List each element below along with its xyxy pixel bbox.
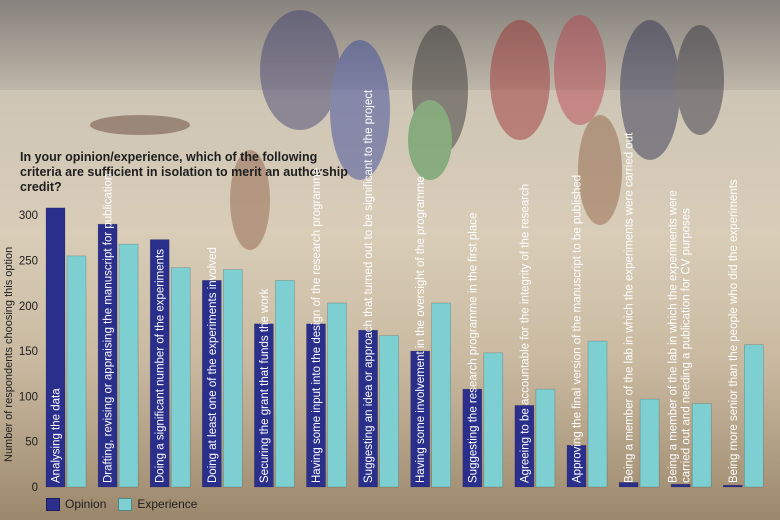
bar-experience-5 <box>327 302 347 488</box>
bar-experience-9 <box>535 388 556 488</box>
bar-opinion-7 <box>410 350 431 488</box>
bar-opinion-5 <box>306 323 326 488</box>
y-axis-label: Number of respondents choosing this opti… <box>3 247 15 462</box>
category-label: Having some input into the design of the… <box>311 168 323 483</box>
bar-experience-6 <box>379 335 399 488</box>
category-label: Agreeing to be accountable for the integ… <box>519 184 531 483</box>
bar-experience-8 <box>483 352 504 488</box>
legend: Opinion Experience <box>46 497 209 511</box>
category-label: Being more senior than the people who di… <box>728 179 740 483</box>
legend-swatch-opinion <box>46 497 60 511</box>
bar-opinion-6 <box>358 329 378 488</box>
bar-opinion-4 <box>254 323 274 488</box>
category-label: Suggesting an idea or approach that turn… <box>363 89 375 483</box>
y-tick-label: 0 <box>32 482 38 494</box>
bar-experience-1 <box>118 243 139 488</box>
category-label: Doing at least one of the experiments in… <box>207 247 219 483</box>
category-label: Securing the grant that funds the work <box>259 288 271 483</box>
legend-item-opinion: Opinion <box>46 497 106 511</box>
category-label: Being a member of the lab in which the e… <box>668 190 693 483</box>
legend-item-experience: Experience <box>118 497 197 511</box>
bar-opinion-1 <box>97 223 118 488</box>
bar-opinion-10 <box>566 445 587 488</box>
category-labels: Analysing the data Drafting, revising or … <box>51 89 740 483</box>
bar-experience-10 <box>587 340 608 488</box>
legend-label-experience: Experience <box>137 497 198 511</box>
bar-experience-0 <box>66 255 87 488</box>
bar-opinion-0 <box>45 207 66 488</box>
bar-opinion-12 <box>670 483 691 488</box>
bar-experience-13 <box>743 344 764 488</box>
category-label: Being a member of the lab in which the e… <box>624 132 636 483</box>
category-label: Drafting, revising or appraising the man… <box>103 174 115 483</box>
y-tick-label: 200 <box>19 301 38 313</box>
category-label: Doing a significant number of the experi… <box>155 249 167 483</box>
bar-experience-7 <box>431 302 452 488</box>
bar-opinion-9 <box>514 405 535 488</box>
category-label: Analysing the data <box>51 388 63 483</box>
category-label: Suggesting the research programme in the… <box>467 213 479 483</box>
bar-opinion-3 <box>202 280 222 488</box>
bar-experience-12 <box>691 403 712 488</box>
y-axis: 0 50 100 150 200 250 300 <box>19 210 38 494</box>
chart-question-title: In your opinion/experience, which of the… <box>20 150 348 194</box>
category-label: Approving the final version of the manus… <box>572 175 584 483</box>
category-label: Having some involvement in the oversight… <box>415 176 427 483</box>
y-tick-label: 300 <box>19 210 38 222</box>
y-tick-label: 150 <box>19 346 38 358</box>
bar-opinion-13 <box>722 484 743 488</box>
bar-experience-11 <box>639 398 660 488</box>
bar-opinion-2 <box>149 239 170 488</box>
y-tick-label: 100 <box>19 391 38 403</box>
bar-opinion-8 <box>462 388 483 488</box>
bar-opinion-11 <box>618 482 639 488</box>
legend-swatch-experience <box>118 497 133 511</box>
bar-experience-3 <box>223 269 243 488</box>
bar-experience-2 <box>170 267 191 488</box>
bars <box>45 207 764 488</box>
legend-label-opinion: Opinion <box>65 497 107 511</box>
y-tick-label: 50 <box>25 437 38 449</box>
y-tick-label: 250 <box>19 255 38 267</box>
bar-experience-4 <box>275 280 295 488</box>
